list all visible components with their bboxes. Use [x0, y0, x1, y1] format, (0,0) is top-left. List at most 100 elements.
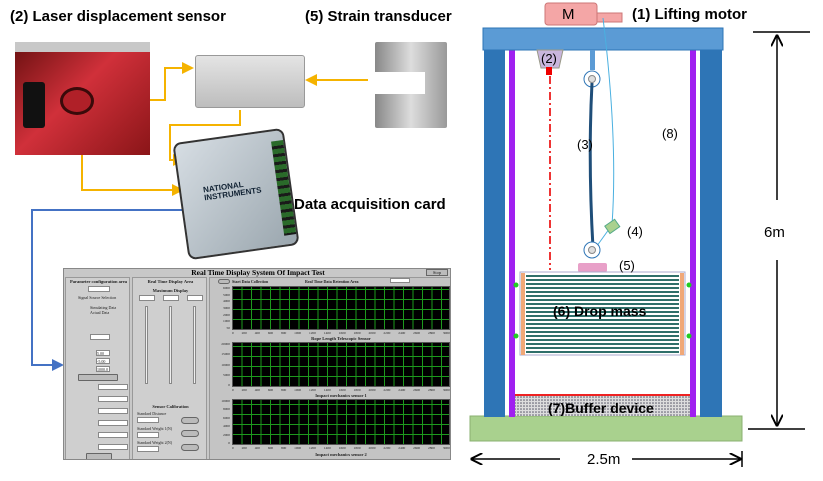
param-title: Parameter configuration area [69, 279, 128, 284]
calibrate-weight2-button[interactable] [181, 444, 199, 451]
lower-voltage-field[interactable]: -5.00 [96, 358, 110, 364]
strain-transducer-photo [375, 42, 447, 128]
sampling-field[interactable]: 1000.0 [96, 366, 110, 372]
stop-button[interactable]: Stop [426, 269, 448, 276]
x-tick: 200 [241, 446, 247, 450]
right-rail [690, 50, 696, 417]
drop-rig-diagram [469, 2, 810, 467]
buffer-label: (7)Buffer device [548, 400, 654, 416]
x-tick: 1400 [323, 388, 331, 392]
x-tick: 2800 [428, 331, 435, 335]
y-tick: 5000 [223, 292, 230, 297]
x-tick: 0 [232, 331, 234, 335]
calibrate-weight1-button[interactable] [181, 430, 199, 437]
x-tick: 1000 [294, 388, 302, 392]
x-tick: 1200 [309, 331, 316, 335]
drop-mass-label: (6) Drop mass [553, 303, 647, 319]
y-tick: 6000 [223, 286, 230, 290]
laser-sensor-label: (2) Laser displacement sensor [10, 8, 226, 25]
x-tick: 1600 [338, 446, 346, 450]
info-field[interactable] [98, 408, 128, 414]
std-weight1-field[interactable] [137, 432, 159, 438]
x-tick: 800 [281, 331, 287, 335]
display-title: Real Time Display Area [147, 279, 194, 284]
plot-impact-1 [232, 399, 450, 445]
start-toggle[interactable] [218, 279, 230, 284]
width-label: 2.5m [587, 451, 621, 468]
config-button[interactable] [78, 374, 118, 381]
left-column [484, 50, 505, 417]
y-ticks: 6000 5000 4000 3000 2000 1000 50 [212, 286, 230, 330]
top-beam [482, 27, 724, 51]
device-field[interactable] [90, 334, 110, 340]
x-tick: 400 [254, 446, 260, 450]
y-tick: 4000 [223, 424, 230, 429]
display-pane: Real Time Display Area Maximum Display S… [132, 277, 207, 459]
laser-housing [536, 49, 564, 69]
x-tick: 2200 [383, 388, 391, 392]
mass-stripe [526, 351, 679, 353]
label-2: (2) [541, 51, 557, 66]
x-tick: 3000 [442, 331, 450, 335]
right-column [700, 50, 722, 417]
signal-source-label: Signal Source Selection [78, 295, 117, 300]
save-button[interactable] [86, 453, 112, 459]
plot-title-3: Impact mechanics sensor 1 [315, 393, 367, 398]
actual-data-radio[interactable]: Actual Data [90, 310, 110, 315]
plot-title-2: Rope Length Telescopic Sensor [311, 336, 371, 341]
info-field[interactable] [98, 432, 128, 438]
x-tick: 0 [232, 388, 234, 392]
y-tick: 15000 [221, 352, 230, 357]
strain-transducer-label: (5) Strain transducer [305, 8, 452, 25]
y-tick: 8000 [223, 407, 230, 412]
y-tick: 10000 [221, 399, 230, 403]
std-distance-field[interactable] [137, 417, 159, 423]
calibration-title: Sensor Calibration [152, 404, 189, 409]
calibrate-distance-button[interactable] [181, 417, 199, 424]
label-4: (4) [627, 224, 643, 239]
lifting-motor-label: (1) Lifting motor [632, 6, 747, 23]
std-weight2-label: Standard Weight 2(N) [137, 440, 173, 445]
x-tick: 2200 [383, 331, 391, 335]
label-3: (3) [577, 137, 593, 152]
x-tick: 3000 [442, 446, 450, 450]
mass-stripe [526, 307, 679, 309]
retention-label: Real Time Data Retention Area [305, 279, 359, 284]
x-tick: 800 [281, 388, 287, 392]
mass-stripe [526, 319, 679, 321]
motor-shaft [596, 12, 623, 23]
channel-select[interactable] [88, 286, 110, 292]
x-tick: 1800 [353, 331, 361, 335]
x-tick: 400 [254, 331, 260, 335]
info-field[interactable] [98, 444, 128, 450]
x-tick: 2400 [398, 446, 406, 450]
info-field[interactable] [98, 384, 128, 390]
y-tick: 2000 [223, 312, 230, 317]
simulating-radio[interactable]: Simulating Data [90, 305, 117, 310]
parameter-pane: Parameter configuration area Signal Sour… [65, 277, 130, 459]
x-tick: 400 [254, 388, 260, 392]
x-tick: 2800 [428, 446, 435, 450]
start-label: Start Data Collection [232, 279, 269, 284]
x-tick: 1000 [294, 331, 302, 335]
x-tick: 1200 [309, 388, 316, 392]
software-window: Real Time Display System Of Impact Test … [63, 268, 451, 460]
x-tick: 1800 [353, 446, 361, 450]
height-label: 6m [764, 224, 785, 241]
mass-stripe [526, 295, 679, 297]
rope [588, 82, 595, 249]
laser-to-box-arrow [150, 62, 194, 101]
x-tick: 2000 [368, 388, 376, 392]
mass-stripe [526, 299, 679, 301]
retention-field[interactable] [390, 278, 410, 283]
daq-to-pc-arrow [31, 209, 182, 371]
upper-voltage-field[interactable]: 5.00 [96, 350, 110, 356]
info-field[interactable] [98, 396, 128, 402]
x-tick: 1000 [294, 446, 302, 450]
y-tick: 20000 [221, 342, 230, 346]
software-title: Real Time Display System Of Impact Test [191, 268, 325, 277]
mass-stripe [526, 323, 679, 325]
x-tick: 2000 [368, 331, 376, 335]
std-weight2-field[interactable] [137, 446, 159, 452]
info-field[interactable] [98, 420, 128, 426]
